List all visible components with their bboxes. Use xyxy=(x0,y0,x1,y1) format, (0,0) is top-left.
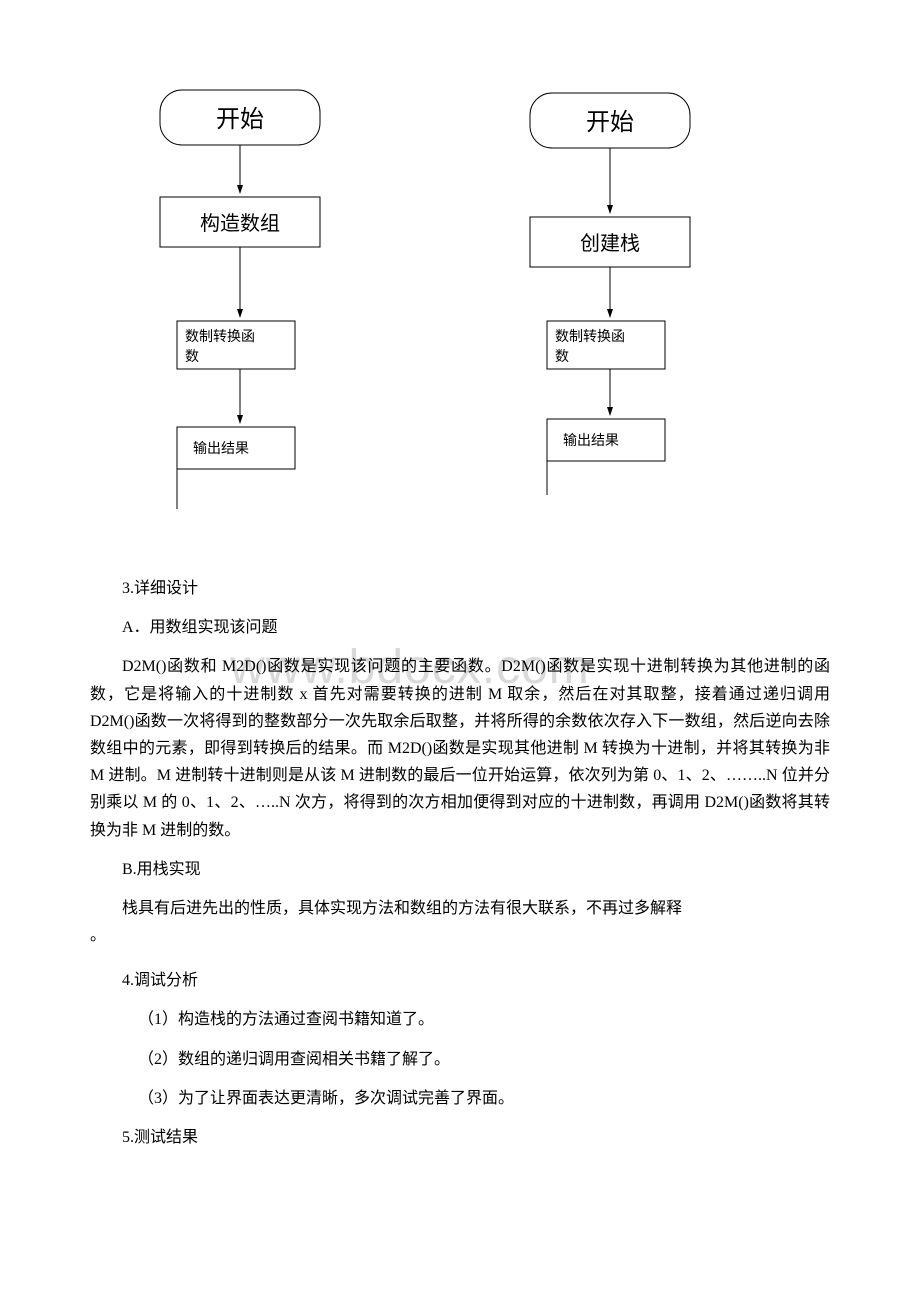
step3-label: 输出结果 xyxy=(563,433,619,449)
section-4-item1: （1）构造栈的方法通过查阅书籍知道了。 xyxy=(90,1006,830,1033)
step2-label-line2: 数 xyxy=(185,349,199,365)
section-3a-paragraph: D2M()函数和 M2D()函数是实现该问题的主要函数。D2M()函数是实现十进… xyxy=(90,653,830,843)
document-page: www.bdocx.com 开始 构造数组 xyxy=(0,0,920,1302)
section-4-title: 4.调试分析 xyxy=(90,967,830,994)
step3-label: 输出结果 xyxy=(193,441,249,457)
step2-label-line1: 数制转换函 xyxy=(555,328,625,345)
start-label: 开始 xyxy=(586,109,634,136)
flowchart-right: 开始 创建栈 数制转换函 数 输出结果 xyxy=(515,85,705,500)
step2-label-line2: 数 xyxy=(555,349,569,365)
section-4-item2: （2）数组的递归调用查阅相关书籍了解了。 xyxy=(90,1046,830,1073)
section-3-title: 3.详细设计 xyxy=(90,575,830,602)
start-label: 开始 xyxy=(216,106,264,133)
step2-label-line1: 数制转换函 xyxy=(185,328,255,345)
section-5-title: 5.测试结果 xyxy=(90,1124,830,1151)
section-3b-suffix: 。 xyxy=(90,922,830,949)
section-3b-label: B.用栈实现 xyxy=(90,856,830,883)
section-3b-paragraph: 栈具有后进先出的性质，具体实现方法和数组的方法有很大联系，不再过多解释 xyxy=(90,895,830,922)
section-3a-label: A．用数组实现该问题 xyxy=(90,614,830,641)
flowchart-left-svg: 开始 构造数组 数制转换函 数 输出结果 xyxy=(145,85,335,515)
section-4-item3: （3）为了让界面表达更清晰，多次调试完善了界面。 xyxy=(90,1085,830,1112)
flowchart-left: 开始 构造数组 数制转换函 数 输出结果 xyxy=(145,85,335,515)
flowchart-right-svg: 开始 创建栈 数制转换函 数 输出结果 xyxy=(515,85,705,500)
flowcharts-container: 开始 构造数组 数制转换函 数 输出结果 xyxy=(0,0,920,515)
step1-label: 构造数组 xyxy=(200,212,280,235)
document-content: 3.详细设计 A．用数组实现该问题 D2M()函数和 M2D()函数是实现该问题… xyxy=(0,515,920,1151)
step1-label: 创建栈 xyxy=(580,232,640,255)
